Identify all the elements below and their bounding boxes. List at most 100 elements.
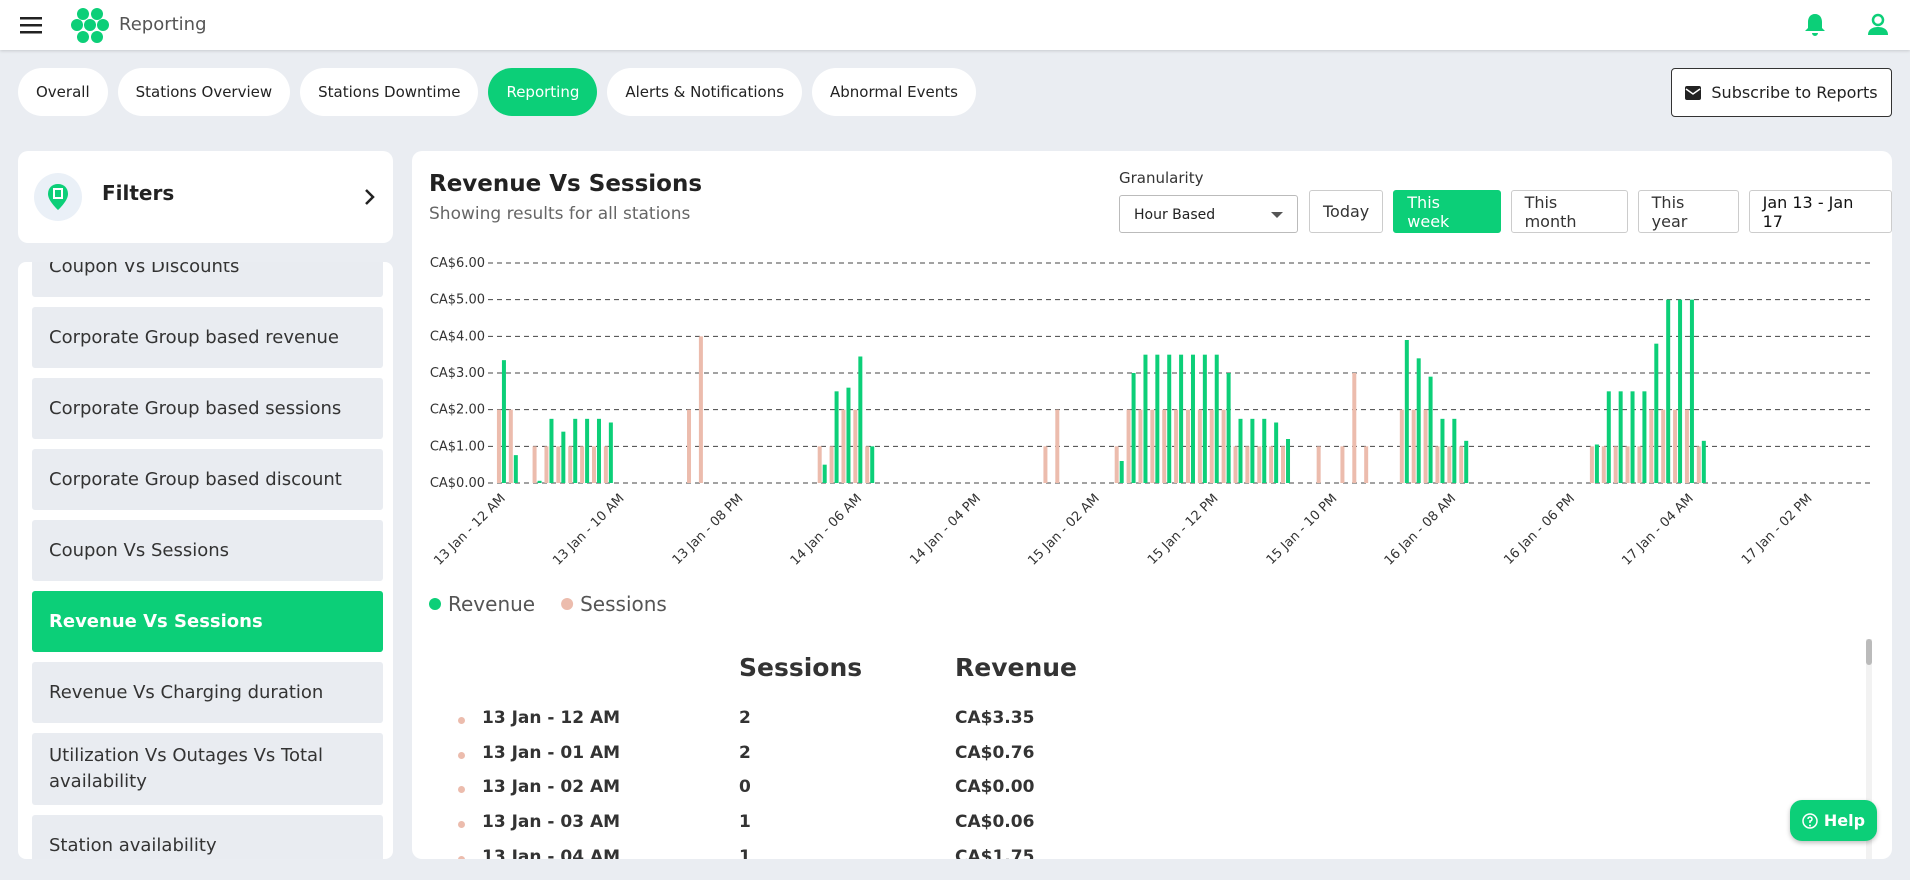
row-label: 13 Jan - 03 AM <box>482 812 621 833</box>
bar <box>1185 409 1190 483</box>
bar <box>1126 409 1131 483</box>
bar <box>573 418 578 483</box>
bar <box>817 446 822 483</box>
bar <box>1202 354 1207 483</box>
tab[interactable]: Stations Downtime <box>300 68 479 116</box>
bar <box>1618 391 1623 483</box>
bar <box>1155 354 1160 483</box>
tab[interactable]: Abnormal Events <box>812 68 976 116</box>
range-button[interactable]: This year <box>1637 190 1739 233</box>
bar <box>1630 391 1635 483</box>
y-tick-label: CA$2.00 <box>430 403 485 418</box>
bar <box>1352 373 1357 483</box>
filters-card[interactable]: Filters <box>18 151 393 243</box>
bar <box>858 356 863 483</box>
bar <box>1625 446 1630 483</box>
y-tick-label: CA$0.00 <box>430 476 485 491</box>
bar <box>1119 461 1124 483</box>
x-tick-label: 17 Jan - 02 PM <box>1739 491 1816 568</box>
bar <box>1666 299 1671 483</box>
notifications[interactable] <box>1803 12 1827 38</box>
bar <box>687 409 692 483</box>
bar <box>1613 446 1618 483</box>
report-item[interactable]: Revenue Vs Sessions <box>32 591 383 652</box>
bar <box>1447 446 1452 483</box>
tab[interactable]: Overall <box>18 68 108 116</box>
scrollbar[interactable] <box>1866 639 1872 859</box>
bar <box>1642 391 1647 483</box>
bar <box>1423 409 1428 483</box>
bar <box>1190 354 1195 483</box>
bar <box>1238 418 1243 483</box>
x-tick-label: 17 Jan - 04 AM <box>1619 491 1696 568</box>
row-dot <box>458 751 465 759</box>
report-item[interactable]: Revenue Vs Charging duration <box>32 662 383 723</box>
subscribe-button[interactable]: Subscribe to Reports <box>1671 68 1892 117</box>
legend-label: Revenue <box>448 592 535 616</box>
bar <box>1055 409 1060 483</box>
bar <box>1701 440 1706 483</box>
report-item[interactable]: Corporate Group based revenue <box>32 307 383 368</box>
bar <box>544 446 549 483</box>
x-tick-label: 16 Jan - 06 PM <box>1501 491 1578 568</box>
bar <box>496 409 501 483</box>
table-row: 13 Jan - 12 AM 2 CA$3.35 <box>412 708 1412 742</box>
revenue-cell: CA$1.75 <box>955 846 1035 859</box>
bar <box>1435 446 1440 483</box>
expand-arrow[interactable] <box>363 188 377 206</box>
bar <box>501 360 506 483</box>
menu-button[interactable] <box>20 15 44 35</box>
bar <box>1257 446 1262 483</box>
subscribe-label: Subscribe to Reports <box>1711 83 1878 102</box>
bar <box>508 409 513 483</box>
sessions-cell: 1 <box>739 812 751 833</box>
app-title: Reporting <box>119 14 207 35</box>
bar <box>1661 409 1666 483</box>
sessions-cell: 0 <box>739 777 751 798</box>
bar <box>1589 446 1594 483</box>
x-tick-label: 15 Jan - 12 PM <box>1145 491 1222 568</box>
range-button[interactable]: This month <box>1510 190 1628 233</box>
bar <box>1179 354 1184 483</box>
bar <box>698 336 703 483</box>
y-tick-label: CA$1.00 <box>430 439 485 454</box>
row-label: 13 Jan - 02 AM <box>482 777 621 798</box>
granularity-select[interactable]: Hour Based <box>1119 195 1298 233</box>
range-button[interactable]: Today <box>1309 190 1384 233</box>
range-button[interactable]: This week <box>1393 190 1501 233</box>
report-item[interactable]: Utilization Vs Outages Vs Total availabi… <box>32 733 383 805</box>
bar <box>1452 418 1457 483</box>
table-row: 13 Jan - 01 AM 2 CA$0.76 <box>412 743 1412 777</box>
filters-title: Filters <box>102 181 175 205</box>
date-range[interactable]: Jan 13 - Jan 17 <box>1748 190 1892 233</box>
report-item[interactable]: Corporate Group based discount <box>32 449 383 510</box>
user-menu[interactable] <box>1866 12 1890 38</box>
help-button[interactable]: Help <box>1790 800 1877 841</box>
help-icon <box>1802 812 1818 829</box>
bar <box>1411 409 1416 483</box>
bar <box>1262 418 1267 483</box>
y-tick-label: CA$3.00 <box>430 366 485 381</box>
tab[interactable]: Alerts & Notifications <box>607 68 803 116</box>
bar <box>1114 446 1119 483</box>
filter-icon <box>34 173 82 221</box>
tab[interactable]: Stations Overview <box>117 68 291 116</box>
report-item[interactable]: Corporate Group based sessions <box>32 378 383 439</box>
report-item[interactable]: Coupon Vs Discounts <box>32 262 383 297</box>
scroll-thumb[interactable] <box>1866 639 1872 665</box>
bar <box>1684 409 1689 483</box>
report-item[interactable]: Station availability <box>32 815 383 859</box>
bar <box>1594 444 1599 483</box>
report-item[interactable]: Coupon Vs Sessions <box>32 520 383 581</box>
tab[interactable]: Reporting <box>488 68 598 116</box>
bar <box>1197 409 1202 483</box>
bar <box>1221 409 1226 483</box>
bar <box>1464 440 1469 483</box>
bar <box>1340 446 1345 483</box>
bar <box>1673 409 1678 483</box>
bar <box>556 446 561 483</box>
bar <box>1649 409 1654 483</box>
tabs: Overall Stations Overview Stations Downtim… <box>18 68 976 116</box>
bar <box>596 418 601 483</box>
legend-marker <box>561 598 574 610</box>
